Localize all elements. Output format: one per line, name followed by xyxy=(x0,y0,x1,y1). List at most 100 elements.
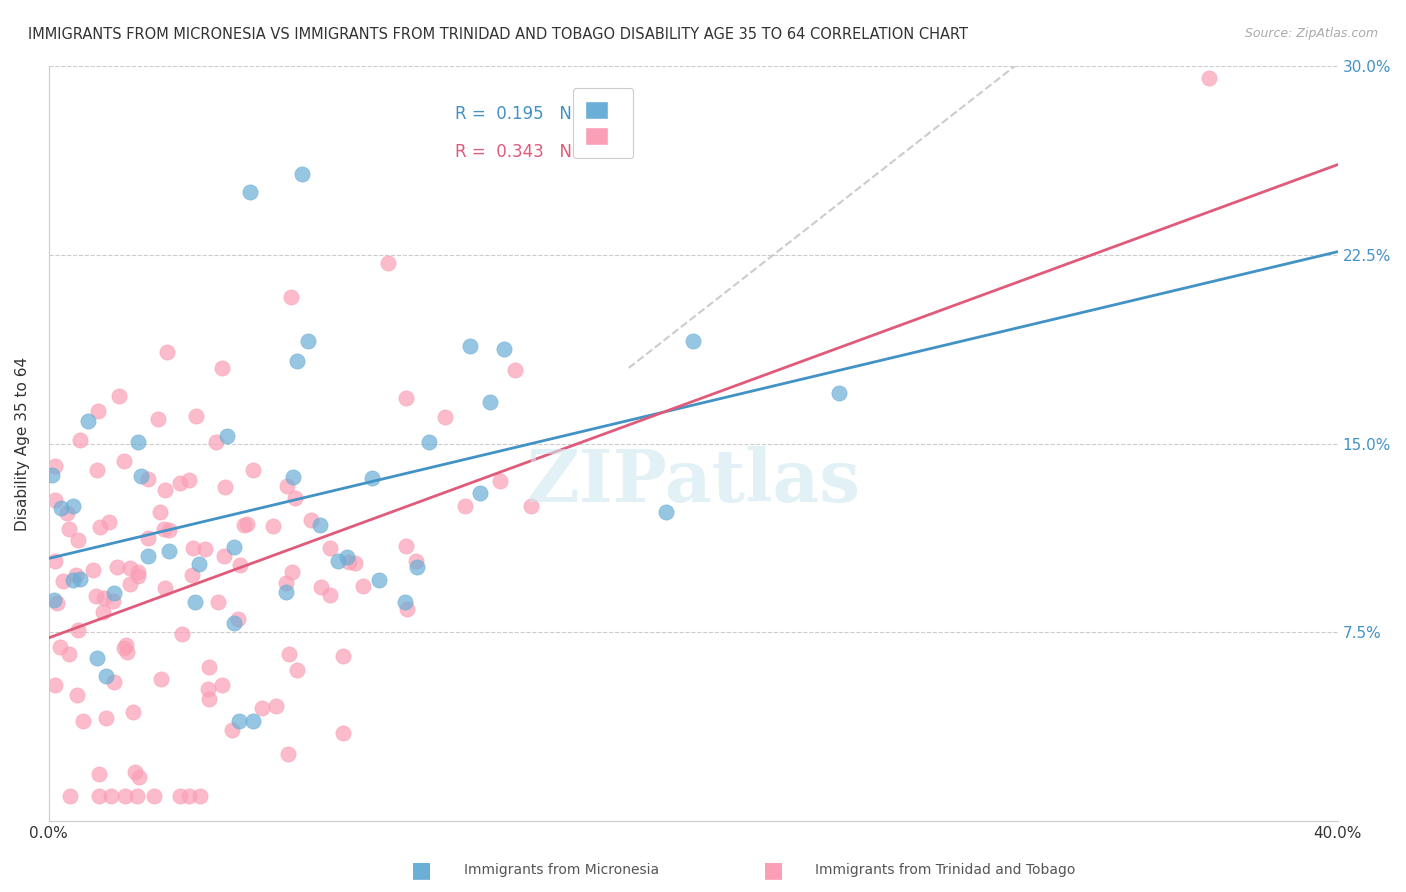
Point xyxy=(127,435,149,450)
Point xyxy=(319,541,342,556)
Point xyxy=(94,711,117,725)
Point xyxy=(188,789,211,804)
Point xyxy=(66,533,89,547)
Text: ■: ■ xyxy=(412,860,432,880)
Point xyxy=(114,789,136,804)
Point xyxy=(198,691,221,706)
Point xyxy=(654,505,676,519)
Point xyxy=(478,395,501,409)
Point xyxy=(311,581,333,595)
Point xyxy=(65,568,87,582)
Point xyxy=(280,565,302,579)
Point xyxy=(66,688,89,702)
Point xyxy=(87,767,110,781)
Point xyxy=(100,789,122,804)
Point xyxy=(105,560,128,574)
Point xyxy=(56,506,79,520)
Point xyxy=(77,414,100,428)
Point xyxy=(434,409,457,424)
Point xyxy=(395,539,418,553)
Point xyxy=(181,541,204,555)
Point xyxy=(184,409,207,424)
Point xyxy=(352,579,374,593)
Point xyxy=(470,486,492,500)
Point xyxy=(205,435,228,450)
Point xyxy=(86,651,108,665)
Point xyxy=(58,648,80,662)
Point xyxy=(122,705,145,719)
Point xyxy=(146,411,169,425)
Point xyxy=(418,434,440,449)
Point xyxy=(97,515,120,529)
Point xyxy=(221,723,243,737)
Point xyxy=(66,624,89,638)
Point xyxy=(86,462,108,476)
Text: Immigrants from Trinidad and Tobago: Immigrants from Trinidad and Tobago xyxy=(815,863,1076,877)
Point xyxy=(91,606,114,620)
Point xyxy=(332,726,354,740)
Point xyxy=(188,557,211,571)
Point xyxy=(460,339,482,353)
Point xyxy=(108,389,131,403)
Point xyxy=(149,673,172,687)
Point xyxy=(264,698,287,713)
Point xyxy=(197,682,219,697)
Point xyxy=(159,523,181,537)
Point xyxy=(129,469,152,483)
Point xyxy=(93,591,115,606)
Point xyxy=(252,701,274,715)
Point xyxy=(326,554,349,568)
Point xyxy=(103,585,125,599)
Point xyxy=(281,470,304,484)
Point xyxy=(242,714,264,728)
Point xyxy=(52,574,75,588)
Point xyxy=(394,595,416,609)
Point xyxy=(59,789,82,804)
Point xyxy=(84,589,107,603)
Point xyxy=(406,559,429,574)
Point xyxy=(274,585,297,599)
Point xyxy=(41,468,63,483)
Point xyxy=(44,458,66,473)
Point xyxy=(157,544,180,558)
Point xyxy=(169,476,191,491)
Point xyxy=(72,714,94,728)
Point xyxy=(395,602,418,616)
Point xyxy=(112,453,135,467)
Point xyxy=(454,499,477,513)
Point xyxy=(276,479,298,493)
Point xyxy=(242,463,264,477)
Point xyxy=(118,560,141,574)
Point xyxy=(179,473,201,487)
Point xyxy=(224,615,246,630)
Point xyxy=(180,568,202,582)
Point xyxy=(115,645,138,659)
Point xyxy=(155,483,177,497)
Point xyxy=(319,588,342,602)
Point xyxy=(343,556,366,570)
Point xyxy=(44,554,66,568)
Point xyxy=(297,334,319,349)
Text: R =  0.195   N =  42: R = 0.195 N = 42 xyxy=(454,105,623,123)
Point xyxy=(405,554,427,568)
Point xyxy=(127,569,149,583)
Point xyxy=(153,522,176,536)
Point xyxy=(503,362,526,376)
Point xyxy=(215,429,238,443)
Point xyxy=(395,391,418,405)
Point xyxy=(103,675,125,690)
Point xyxy=(262,519,284,533)
Point xyxy=(101,594,124,608)
Point xyxy=(44,678,66,692)
Point xyxy=(170,627,193,641)
Y-axis label: Disability Age 35 to 64: Disability Age 35 to 64 xyxy=(15,357,30,531)
Point xyxy=(212,549,235,563)
Point xyxy=(127,565,149,579)
Text: R =  0.343   N =  113: R = 0.343 N = 113 xyxy=(454,143,633,161)
Point xyxy=(233,518,256,533)
Point xyxy=(155,345,177,359)
Point xyxy=(136,549,159,563)
Point xyxy=(69,434,91,448)
Point xyxy=(169,789,191,804)
Point xyxy=(49,640,72,654)
